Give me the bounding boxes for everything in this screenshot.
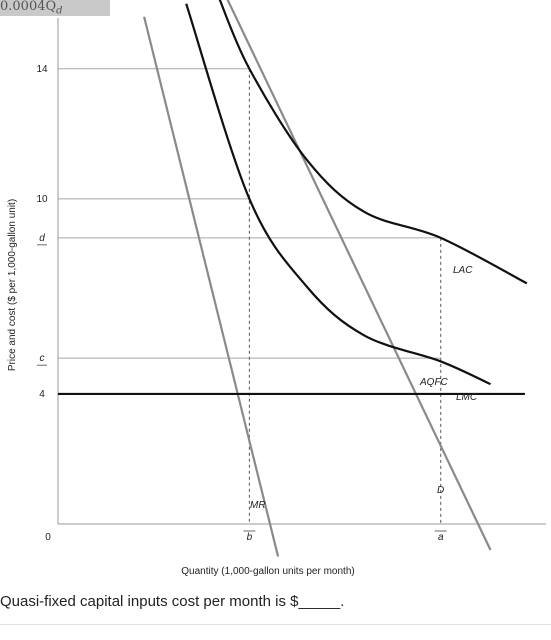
- y-tick-label-4: 4: [39, 389, 45, 400]
- label-lac: LAC: [453, 265, 473, 276]
- axes: [57, 18, 546, 525]
- series-aqfc: [185, 3, 491, 386]
- tick-labels: 14 10 d c 4 0 b a: [36, 64, 447, 543]
- x-tick-label-0: 0: [45, 532, 51, 543]
- label-d: D: [437, 485, 444, 496]
- x-axis-title: Quantity (1,000-gallon units per month): [181, 566, 354, 577]
- y-tick-label-3: c: [40, 353, 45, 364]
- series-lac: [218, 0, 528, 285]
- label-aqfc: AQFC: [419, 377, 449, 388]
- y-tick-label-2: d: [39, 233, 45, 244]
- guide-lines: [58, 68, 442, 524]
- y-axis-title: Price and cost ($ per 1,000-gallon unit): [7, 199, 18, 371]
- curve-labels: LAC AQFC LMC D MR: [250, 265, 478, 511]
- series-d: [226, 0, 492, 551]
- equation-fragment: 0.0004Qd: [0, 0, 110, 16]
- label-mr: MR: [250, 500, 266, 511]
- series: [58, 0, 528, 557]
- y-tick-label-1: 10: [36, 194, 48, 205]
- chart: 14 10 d c 4 0 b a LAC AQFC LMC D MR Quantity (1,000…: [7, 0, 546, 577]
- equation-fragment-subscript: d: [56, 5, 63, 16]
- label-lmc: LMC: [456, 392, 478, 403]
- divider: [0, 624, 551, 625]
- x-tick-label-2: a: [438, 532, 444, 543]
- series-mr: [143, 16, 280, 557]
- equation-fragment-text: 0.0004Q: [0, 0, 57, 14]
- question-text: Quasi-fixed capital inputs cost per mont…: [0, 593, 345, 610]
- y-tick-label-0: 14: [36, 64, 48, 75]
- x-tick-label-1: b: [247, 532, 253, 543]
